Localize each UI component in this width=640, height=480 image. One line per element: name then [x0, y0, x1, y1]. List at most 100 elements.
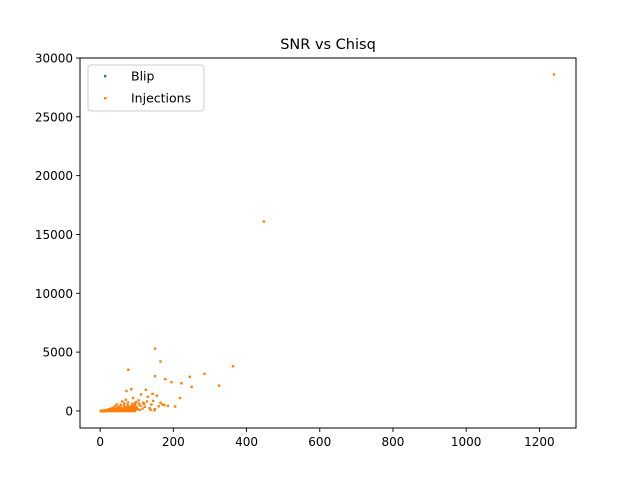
point-injections	[141, 407, 144, 410]
point-injections-cluster	[118, 407, 122, 410]
point-injections	[113, 405, 116, 408]
point-injections-cluster	[125, 409, 129, 412]
point-injections	[146, 395, 149, 399]
point-injections	[170, 380, 173, 384]
point-injections-cluster	[128, 409, 132, 412]
point-injections	[161, 403, 164, 406]
point-injections	[130, 387, 133, 391]
point-injections-cluster	[104, 409, 108, 412]
point-injections	[552, 73, 556, 76]
point-injections	[115, 403, 118, 406]
plot-area: 0 200 400 600 800 1000 1200 0 5000 10000 15000 200…	[35, 52, 577, 449]
point-injections	[119, 403, 122, 407]
x-tick-label: 800	[382, 435, 405, 449]
point-injections	[144, 388, 148, 391]
point-injections	[203, 372, 206, 376]
point-injections	[135, 406, 138, 409]
y-tick-label: 30000	[35, 52, 73, 66]
point-injections	[153, 375, 157, 378]
point-injections	[190, 385, 193, 389]
point-injections	[151, 392, 154, 396]
point-injections	[159, 401, 162, 404]
point-injections-cluster	[122, 407, 125, 410]
point-injections-cluster	[128, 408, 132, 411]
chart-title: SNR vs Chisq	[280, 37, 376, 53]
point-injections	[155, 394, 159, 397]
point-injections	[153, 347, 157, 350]
y-tick-label: 0	[65, 404, 73, 418]
point-injections	[131, 402, 134, 406]
point-injections	[134, 400, 138, 404]
point-injections	[157, 405, 160, 408]
point-injections	[117, 405, 120, 409]
point-injections-cluster	[108, 409, 111, 412]
point-injections-cluster	[100, 409, 103, 413]
point-injections-cluster	[132, 409, 135, 413]
point-injections	[152, 399, 155, 403]
point-injections	[173, 405, 177, 408]
point-injections	[134, 403, 137, 407]
point-injections	[123, 402, 126, 405]
point-injections	[127, 368, 130, 371]
point-injections-cluster	[110, 408, 113, 412]
legend-marker-injections	[104, 97, 107, 100]
point-injections-cluster	[124, 406, 127, 409]
point-injections	[111, 406, 115, 410]
point-injections	[180, 382, 183, 385]
point-injections-cluster	[115, 409, 118, 413]
legend-label-blip: Blip	[131, 69, 155, 84]
data-points	[99, 73, 556, 413]
point-injections-cluster	[126, 407, 129, 410]
point-injections	[178, 396, 182, 400]
point-injections	[139, 393, 143, 396]
point-injections-cluster	[132, 407, 136, 410]
point-injections	[122, 404, 126, 407]
point-injections	[120, 400, 124, 403]
x-tick-label: 600	[308, 435, 331, 449]
y-axis: 0 5000 10000 15000 20000 25000 30000	[35, 52, 80, 418]
point-injections-cluster	[102, 409, 105, 413]
point-injections	[145, 400, 149, 403]
point-injections	[159, 360, 162, 363]
x-tick-label: 200	[162, 435, 185, 449]
point-injections	[138, 408, 141, 412]
axes-frame	[79, 57, 577, 429]
point-injections	[162, 403, 166, 407]
point-injections	[148, 406, 151, 410]
point-injections	[143, 405, 146, 409]
point-injections	[149, 408, 152, 411]
y-tick-label: 5000	[42, 346, 73, 360]
point-injections	[217, 384, 221, 387]
x-tick-label: 1000	[451, 435, 482, 449]
point-injections-cluster	[112, 409, 115, 413]
point-injections-cluster	[122, 409, 125, 413]
y-tick-label: 10000	[35, 287, 73, 301]
y-tick-label: 25000	[35, 110, 73, 124]
point-injections-cluster	[120, 409, 124, 412]
point-injections	[166, 404, 170, 408]
point-injections-cluster	[114, 408, 117, 412]
x-tick-label: 1200	[524, 435, 555, 449]
y-tick-label: 20000	[35, 169, 73, 183]
point-injections	[188, 375, 192, 379]
legend: Blip Injections	[87, 64, 205, 112]
point-injections	[126, 401, 130, 404]
point-injections-cluster	[123, 408, 127, 412]
legend-marker-blip	[104, 75, 107, 78]
y-tick-label: 15000	[35, 228, 73, 242]
point-injections	[164, 377, 167, 381]
x-tick-label: 400	[235, 435, 258, 449]
point-injections	[136, 407, 139, 411]
x-tick-label: 0	[96, 435, 104, 449]
point-injections	[153, 409, 156, 412]
point-injections	[139, 404, 142, 407]
legend-label-injections: Injections	[131, 91, 191, 106]
point-injections-cluster	[130, 409, 133, 413]
point-injections	[137, 399, 140, 402]
point-injections	[137, 402, 141, 405]
point-injections	[125, 389, 128, 393]
point-injections	[262, 220, 265, 223]
point-injections	[150, 403, 153, 406]
point-injections-cluster	[116, 407, 119, 410]
